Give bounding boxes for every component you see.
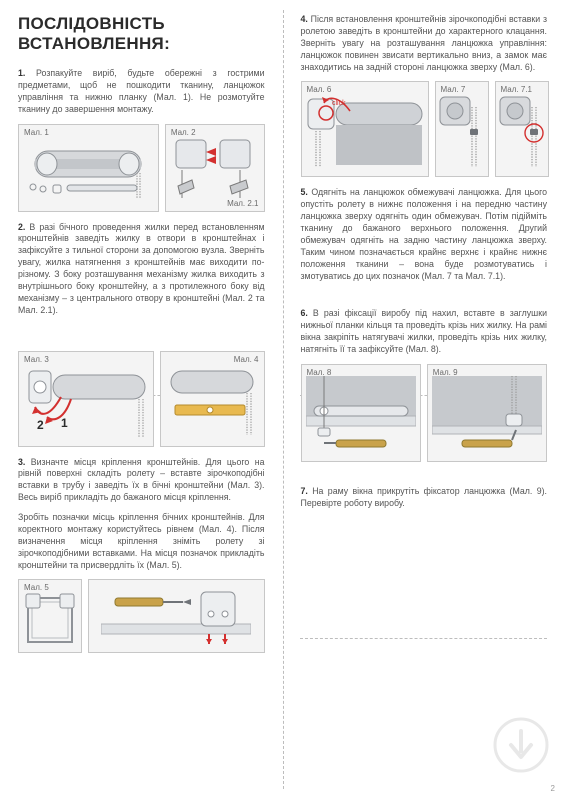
figure-1: Мал. 1	[18, 124, 159, 212]
figure-7-label: Мал. 7	[441, 85, 466, 94]
figure-5: Мал. 5	[18, 579, 82, 653]
step-3a-text: 3. Визначте місця кріплення кронштейнів.…	[18, 457, 265, 505]
spacer-r2	[301, 472, 548, 486]
figure-1-svg	[23, 133, 153, 203]
figure-5-svg	[20, 584, 80, 648]
step-7-text: 7. На раму вікна прикрутіть фіксатор лан…	[301, 486, 548, 510]
step-5-text: 5. Одягніть на ланцюжок обмежувачі ланцю…	[301, 187, 548, 282]
step-5-body: Одягніть на ланцюжок обмежувачі ланцюжка…	[301, 187, 548, 280]
watermark-icon	[493, 717, 549, 773]
step-3a-body: Визначте місця кріплення кронштейнів. Дл…	[18, 457, 265, 503]
figure-21-label: Мал. 2.1	[227, 199, 258, 208]
figure-7: Мал. 7	[435, 81, 489, 177]
figure-2-svg	[170, 130, 260, 206]
step-3b-text: Зробіть позначки місць кріплення бічних …	[18, 512, 265, 571]
figure-5-detail-svg	[101, 584, 251, 648]
figure-8: Мал. 8	[301, 364, 421, 462]
figure-6-label: Мал. 6	[307, 85, 332, 94]
spacer	[18, 325, 265, 345]
figure-5-label: Мал. 5	[24, 583, 49, 592]
figure-6-svg: click	[302, 87, 428, 171]
figure-row-2: Мал. 3 1 2 Мал. 4	[18, 351, 265, 447]
figure-9-label: Мал. 9	[433, 368, 458, 377]
figure-4-svg	[165, 357, 259, 441]
right-column: 4. Після встановлення кронштейнів зірочк…	[283, 0, 565, 799]
figure-9: Мал. 9	[427, 364, 547, 462]
figure-4-label: Мал. 4	[234, 355, 259, 364]
figure-row-4: Мал. 6 click Мал. 7	[301, 81, 548, 177]
figure-2: Мал. 2 Мал. 2.1	[165, 124, 265, 212]
figure-row-1: Мал. 1 Мал. 2 Мал. 2.1	[18, 124, 265, 212]
page: ПОСЛІДОВНІСТЬ ВСТАНОВЛЕННЯ: 1. Розпакуйт…	[0, 0, 565, 799]
step-4-text: 4. Після встановлення кронштейнів зірочк…	[301, 14, 548, 73]
step-6-text: 6. В разі фіксації виробу під нахил, вст…	[301, 308, 548, 356]
step-4-body: Після встановлення кронштейнів зірочкопо…	[301, 14, 548, 72]
page-number: 2	[551, 784, 555, 793]
step-7-body: На раму вікна прикрутіть фіксатор ланцюж…	[301, 486, 548, 508]
figure-2-label: Мал. 2	[171, 128, 196, 137]
figure-3-label: Мал. 3	[24, 355, 49, 364]
figure-7-1: Мал. 7.1	[495, 81, 549, 177]
figure-row-5: Мал. 8 Мал. 9	[301, 364, 548, 462]
figure-6: Мал. 6 click	[301, 81, 429, 177]
figure-8-label: Мал. 8	[307, 368, 332, 377]
figure-8-svg	[306, 370, 416, 456]
figure-9-svg	[432, 370, 542, 456]
installation-title: ПОСЛІДОВНІСТЬ ВСТАНОВЛЕННЯ:	[18, 14, 265, 54]
figure-5-detail	[88, 579, 265, 653]
svg-text:2: 2	[37, 418, 44, 432]
figure-7-svg	[436, 87, 488, 171]
figure-1-label: Мал. 1	[24, 128, 49, 137]
step-6-body: В разі фіксації виробу під нахил, вставт…	[301, 308, 548, 354]
figure-4: Мал. 4	[160, 351, 264, 447]
figure-row-3: Мал. 5	[18, 579, 265, 653]
spacer-r1	[301, 290, 548, 308]
left-column: ПОСЛІДОВНІСТЬ ВСТАНОВЛЕННЯ: 1. Розпакуйт…	[0, 0, 283, 799]
step-2-body: В разі бічного проведення жилки перед вс…	[18, 222, 265, 315]
step-2-text: 2. В разі бічного проведення жилки перед…	[18, 222, 265, 317]
figure-3: Мал. 3 1 2	[18, 351, 154, 447]
svg-text:1: 1	[61, 416, 68, 430]
step-1-text: 1. Розпакуйте виріб, будьте обережні з г…	[18, 68, 265, 116]
figure-71-svg	[496, 87, 548, 171]
figure-3-svg: 1 2	[21, 357, 151, 441]
step-1-body: Розпакуйте виріб, будьте обережні з гост…	[18, 68, 265, 114]
figure-71-label: Мал. 7.1	[501, 85, 532, 94]
